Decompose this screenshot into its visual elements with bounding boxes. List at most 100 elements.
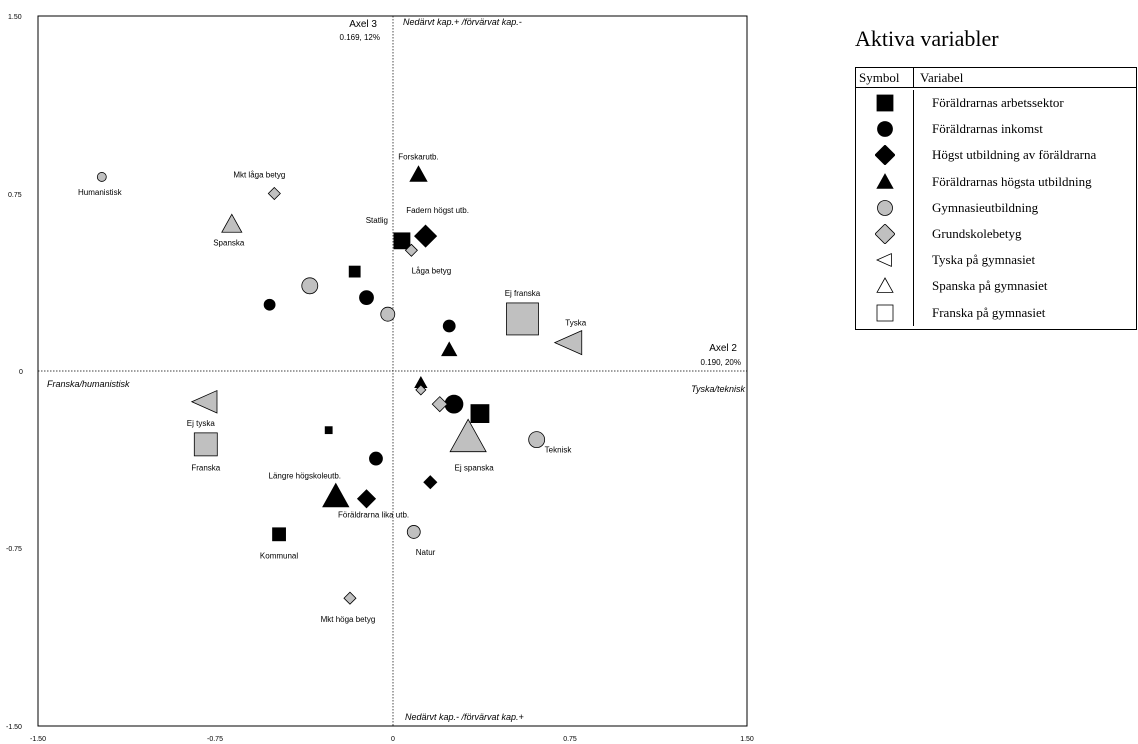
legend-symbol (856, 169, 914, 195)
data-point-triangle-left (555, 331, 582, 355)
data-point-triangle (450, 419, 486, 451)
data-point-square (471, 405, 489, 423)
x-tick-label-075: 0.75 (563, 736, 577, 743)
y-tick-label-top: 1.50 (8, 14, 22, 21)
data-point-square (394, 233, 410, 249)
data-point-circle (302, 278, 318, 294)
legend-symbol-triangle-icon (875, 172, 895, 192)
data-point-label: Spanska (213, 238, 245, 247)
legend-symbol (856, 247, 914, 273)
data-point-circle (443, 320, 455, 332)
legend-header: Symbol Variabel (856, 68, 1136, 88)
data-point-label: Låga betyg (412, 266, 452, 275)
legend-item: Tyska på gymnasiet (856, 247, 1136, 273)
legend-header-variable: Variabel (914, 70, 963, 86)
data-point-label: Forskarutb. (398, 153, 438, 162)
y-tick-label-bottom: -1.50 (6, 724, 22, 731)
legend-marker-diamond (875, 224, 895, 244)
x-axis-subtitle: 0.190, 20% (701, 358, 741, 367)
chart-annotation: Föräldrarna lika utb. (338, 511, 409, 520)
legend-symbol-square-icon (875, 303, 895, 323)
legend-rows: Föräldrarnas arbetssektor Föräldrarnas in… (856, 88, 1136, 329)
y-axis-subtitle: 0.169, 12% (340, 33, 380, 42)
scatter-plot: 1.50 0.75 0 -0.75 -1.50 -1.50 -0.75 0 0.… (0, 0, 850, 744)
data-point-circle (369, 452, 382, 465)
data-point-square (349, 266, 360, 277)
pole-label-left: Franska/humanistisk (47, 379, 130, 389)
legend-item: Franska på gymnasiet (856, 300, 1136, 326)
data-point-circle (529, 432, 545, 448)
data-point-square (273, 528, 286, 541)
x-tick-label-left: -1.50 (30, 736, 46, 743)
data-point-diamond (344, 592, 356, 604)
legend-symbol (856, 300, 914, 326)
data-point-triangle (442, 342, 457, 356)
y-tick-label-neg075: -0.75 (6, 546, 22, 553)
data-point-label: Humanistisk (78, 188, 123, 197)
legend: Symbol Variabel Föräldrarnas arbetssekto… (855, 67, 1137, 330)
data-point-triangle-left (192, 391, 217, 413)
data-point-label: Natur (416, 548, 436, 557)
legend-marker-diamond (875, 145, 895, 165)
legend-symbol-diamond-icon (875, 224, 895, 244)
y-tick-label-0: 0 (19, 369, 23, 376)
x-axis-title: Axel 2 (709, 343, 737, 354)
legend-item: Föräldrarnas inkomst (856, 116, 1136, 142)
legend-symbol-circle-icon (875, 198, 895, 218)
data-point-diamond (424, 476, 437, 489)
legend-label: Tyska på gymnasiet (914, 252, 1035, 268)
legend-marker-triangle (877, 174, 893, 188)
data-point-label: Mkt låga betyg (233, 171, 285, 180)
data-point-label: Ej franska (505, 289, 541, 298)
legend-symbol (856, 273, 914, 299)
data-point-circle (381, 307, 395, 321)
data-point-label: Teknisk (545, 446, 573, 455)
legend-label: Franska på gymnasiet (914, 305, 1045, 321)
y-axis-title: Axel 3 (349, 19, 377, 30)
legend-label: Föräldrarnas inkomst (914, 121, 1043, 137)
data-point-circle (407, 525, 420, 538)
legend-item: Föräldrarnas arbetssektor (856, 90, 1136, 116)
data-point-label: Fadern högst utb. (406, 206, 469, 215)
data-point-square (325, 427, 332, 434)
pole-label-right: Tyska/teknisk (691, 384, 745, 394)
legend-symbol-triangle-left-icon (875, 250, 895, 270)
legend-symbol (856, 195, 914, 221)
data-point-square (194, 433, 217, 456)
legend-label: Gymnasieutbildning (914, 200, 1038, 216)
legend-symbol (856, 221, 914, 247)
legend-label: Högst utbildning av föräldrarna (914, 147, 1096, 163)
legend-symbol-triangle-icon (875, 276, 895, 296)
data-point-diamond (358, 490, 376, 508)
y-tick-label-075: 0.75 (8, 192, 22, 199)
legend-marker-triangle-left (877, 254, 891, 267)
legend-symbol (856, 116, 914, 142)
data-point-diamond (432, 397, 447, 412)
data-point-label: Ej tyska (187, 419, 216, 428)
pole-label-bottom: Nedärvt kap.- /förvärvat kap.+ (405, 712, 524, 722)
x-tick-label-neg075: -0.75 (207, 736, 223, 743)
legend-marker-circle (877, 200, 892, 215)
data-point-circle (97, 172, 106, 181)
legend-marker-square (877, 305, 893, 321)
data-point-circle (264, 299, 275, 310)
legend-symbol (856, 142, 914, 168)
data-point-diamond (415, 225, 437, 247)
legend-item: Spanska på gymnasiet (856, 273, 1136, 299)
legend-header-symbol: Symbol (856, 68, 914, 87)
data-point-label: Tyska (565, 319, 586, 328)
data-point-triangle (323, 483, 349, 506)
legend-item: Föräldrarnas högsta utbildning (856, 169, 1136, 195)
data-points (97, 166, 581, 604)
legend-symbol-circle-icon (875, 119, 895, 139)
legend-item: Gymnasieutbildning (856, 195, 1136, 221)
legend-label: Föräldrarnas arbetssektor (914, 95, 1064, 111)
x-tick-label-0: 0 (391, 736, 395, 743)
x-tick-label-right: 1.50 (740, 736, 754, 743)
data-point-triangle (222, 214, 242, 232)
legend-marker-circle (877, 122, 892, 137)
data-point-label: Ej spanska (455, 463, 495, 472)
legend-symbol-square-icon (875, 93, 895, 113)
data-point-triangle (410, 166, 427, 181)
legend-marker-triangle (877, 278, 893, 292)
